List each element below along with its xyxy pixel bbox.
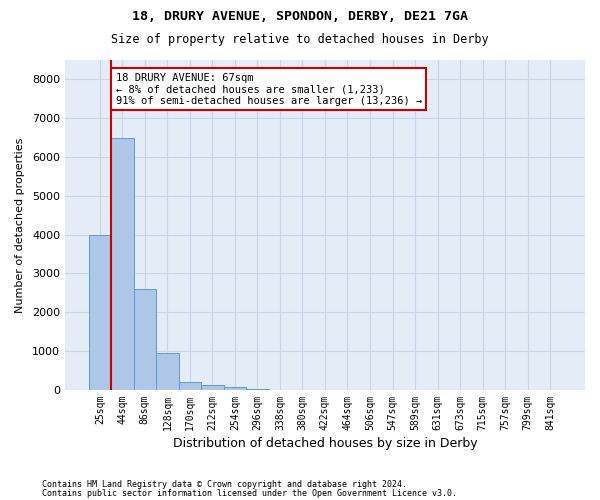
Text: Contains public sector information licensed under the Open Government Licence v3: Contains public sector information licen… <box>42 489 457 498</box>
Bar <box>201 385 224 390</box>
Bar <box>89 234 111 390</box>
Bar <box>134 289 156 390</box>
Bar <box>179 382 201 390</box>
X-axis label: Distribution of detached houses by size in Derby: Distribution of detached houses by size … <box>173 437 477 450</box>
Y-axis label: Number of detached properties: Number of detached properties <box>15 138 25 312</box>
Text: Contains HM Land Registry data © Crown copyright and database right 2024.: Contains HM Land Registry data © Crown c… <box>42 480 407 489</box>
Text: 18 DRURY AVENUE: 67sqm
← 8% of detached houses are smaller (1,233)
91% of semi-d: 18 DRURY AVENUE: 67sqm ← 8% of detached … <box>116 72 422 106</box>
Bar <box>224 387 246 390</box>
Text: 18, DRURY AVENUE, SPONDON, DERBY, DE21 7GA: 18, DRURY AVENUE, SPONDON, DERBY, DE21 7… <box>132 10 468 23</box>
Bar <box>111 138 134 390</box>
Text: Size of property relative to detached houses in Derby: Size of property relative to detached ho… <box>111 32 489 46</box>
Bar <box>246 389 269 390</box>
Bar <box>156 353 179 390</box>
